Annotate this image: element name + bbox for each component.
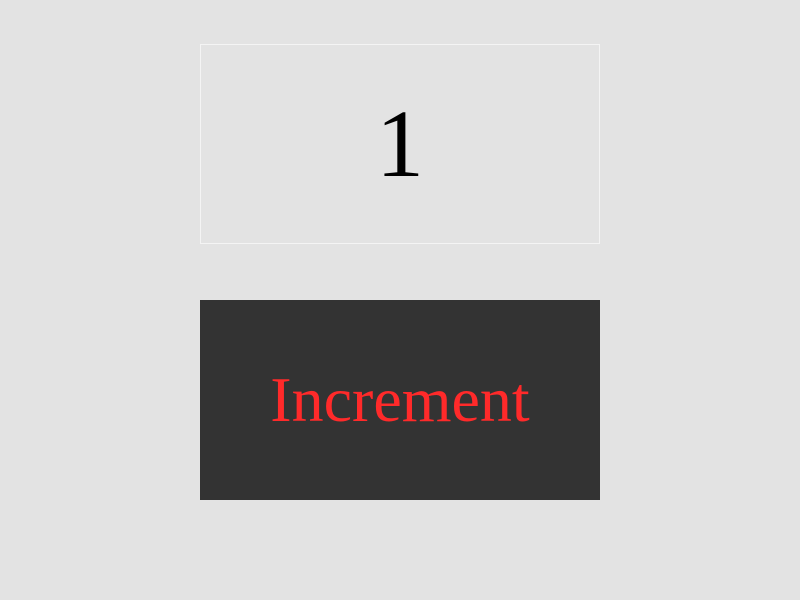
counter-display: 1 bbox=[200, 44, 600, 244]
increment-button[interactable]: Increment bbox=[200, 300, 600, 500]
counter-value: 1 bbox=[376, 90, 424, 197]
